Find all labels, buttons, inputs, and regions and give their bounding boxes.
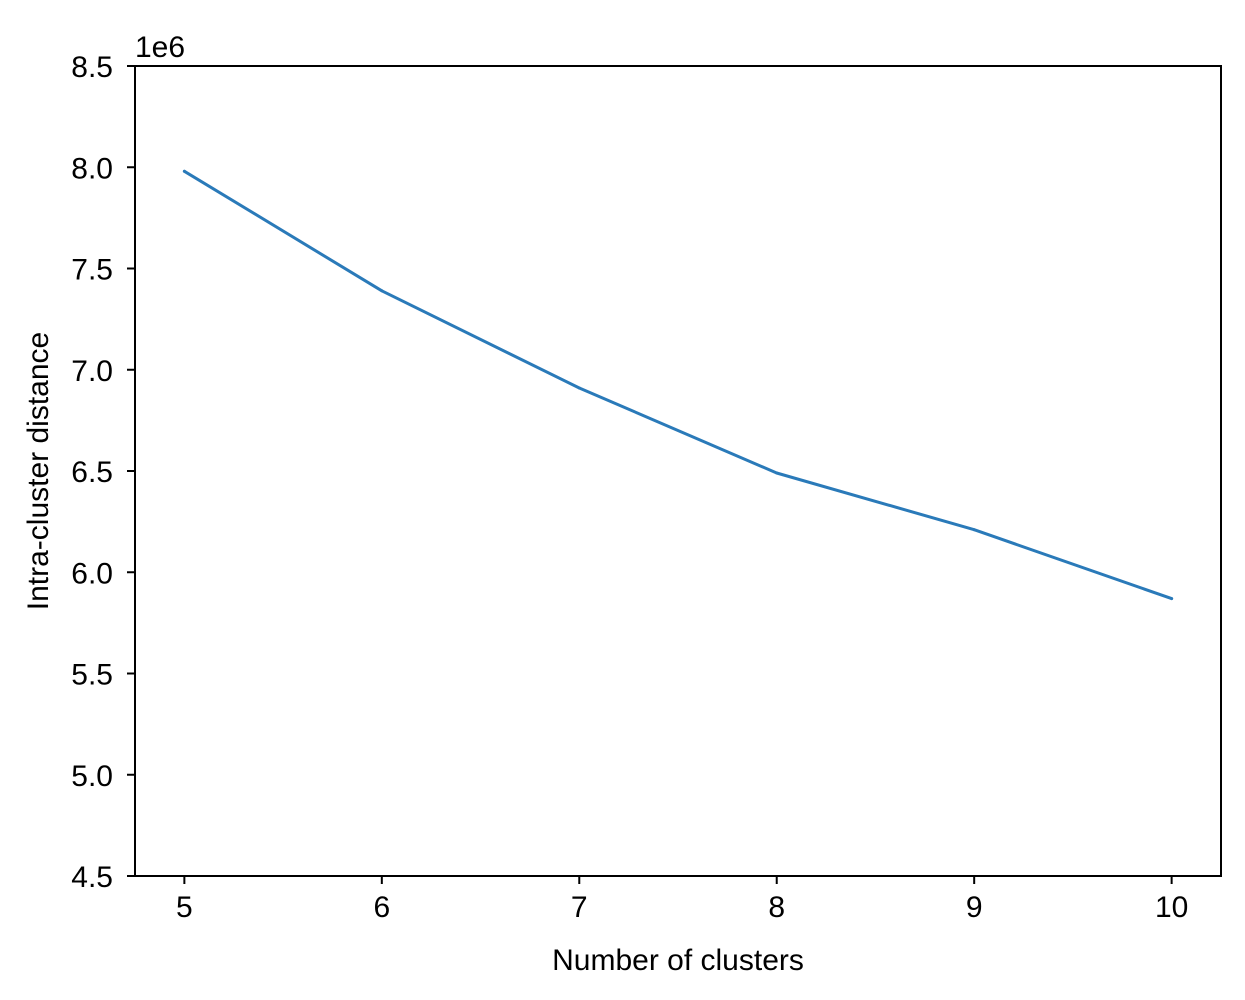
x-tick-label: 9 (966, 891, 983, 924)
y-axis-offset-label: 1e6 (135, 31, 185, 64)
data-point (775, 471, 779, 475)
x-tick-label: 6 (373, 891, 390, 924)
x-tick-label: 8 (768, 891, 785, 924)
data-point (577, 386, 581, 390)
y-tick-label: 4.5 (71, 861, 113, 894)
data-point (972, 528, 976, 532)
y-axis: 4.5 5.0 5.5 6.0 6.5 7.0 7.5 8.0 8.5 (71, 51, 135, 894)
series-line (182, 169, 1174, 601)
x-tick-label: 7 (571, 891, 588, 924)
data-point (182, 169, 186, 173)
y-tick-label: 5.0 (71, 760, 113, 793)
plot-area (182, 169, 1174, 601)
y-tick-label: 8.5 (71, 51, 113, 84)
y-tick-label: 6.0 (71, 557, 113, 590)
x-axis: 5 6 7 8 9 10 (176, 876, 1188, 924)
y-tick-label: 7.5 (71, 254, 113, 287)
x-tick-label: 10 (1155, 891, 1188, 924)
data-point (380, 289, 384, 293)
y-tick-label: 5.5 (71, 659, 113, 692)
y-tick-label: 8.0 (71, 152, 113, 185)
y-axis-title: Intra-cluster distance (22, 332, 55, 610)
data-point (1170, 597, 1174, 601)
x-tick-label: 5 (176, 891, 193, 924)
x-axis-title: Number of clusters (552, 944, 804, 977)
y-tick-label: 6.5 (71, 456, 113, 489)
y-tick-label: 7.0 (71, 355, 113, 388)
